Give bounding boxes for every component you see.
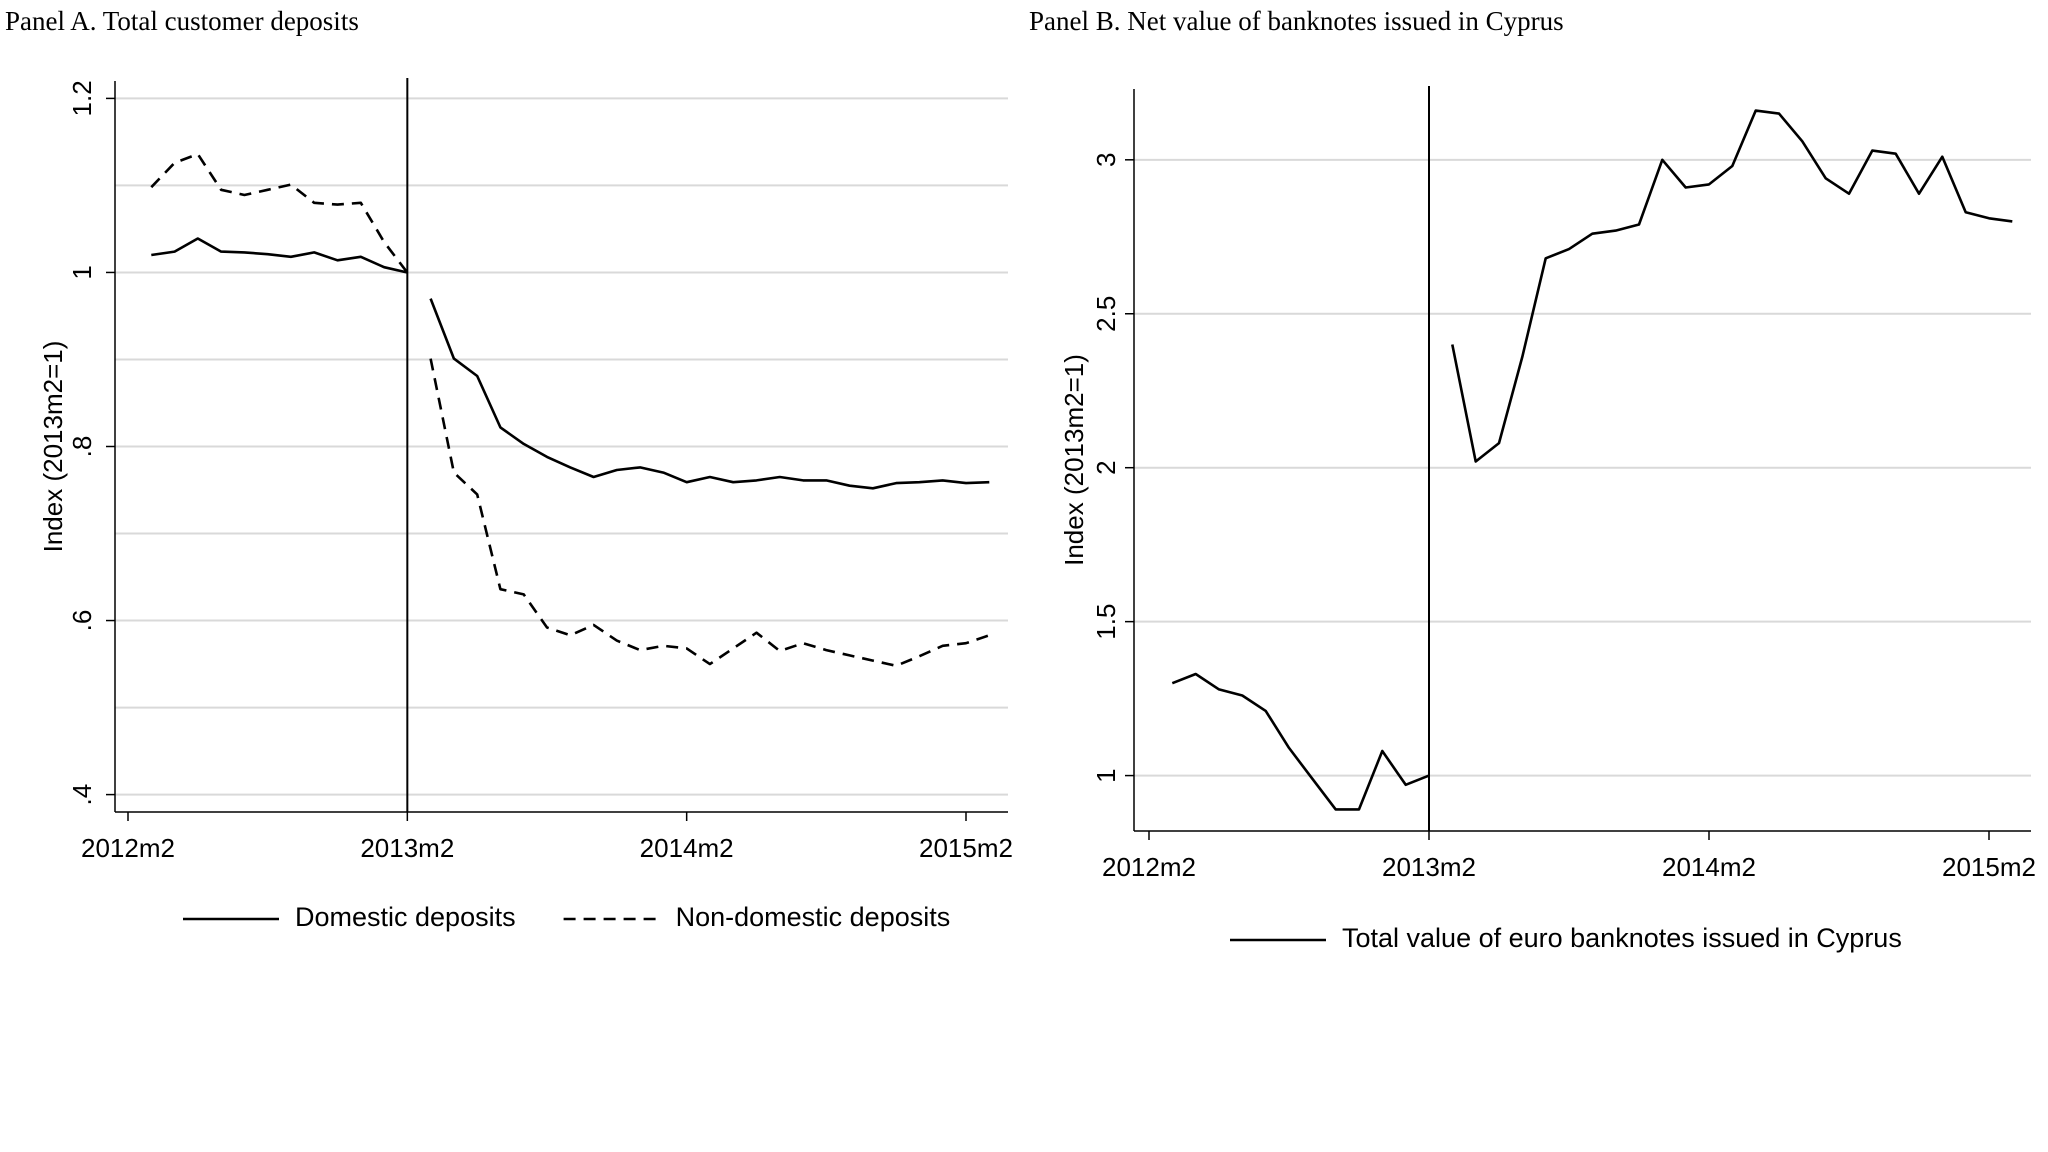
x-tick-label: 2015m2 <box>919 833 1013 863</box>
y-tick-label: .8 <box>67 436 97 458</box>
x-tick-label: 2013m2 <box>360 833 454 863</box>
y-tick-label: 1 <box>67 265 97 279</box>
y-tick-label: 3 <box>1091 153 1121 167</box>
series-line <box>429 358 990 668</box>
x-tick-label: 2012m2 <box>81 833 175 863</box>
series-line <box>1451 109 2013 463</box>
series-line <box>151 237 408 274</box>
y-tick-label: 1.2 <box>67 80 97 116</box>
y-tick-label: 1.5 <box>1091 604 1121 640</box>
series-line <box>429 298 990 490</box>
y-axis-title: Index (2013m2=1) <box>38 341 68 553</box>
y-axis-title: Index (2013m2=1) <box>1059 354 1089 566</box>
y-tick-label: 2.5 <box>1091 296 1121 332</box>
y-tick-label: 1 <box>1091 768 1121 782</box>
x-tick-label: 2013m2 <box>1382 852 1476 882</box>
panel: Panel B. Net value of banknotes issued i… <box>1029 6 2036 953</box>
x-tick-label: 2014m2 <box>1662 852 1756 882</box>
panel: Panel A. Total customer deposits .4 .6 .8 1 1… <box>5 6 1013 932</box>
x-tick-label: 2012m2 <box>1102 852 1196 882</box>
panel-title: Panel B. Net value of banknotes issued i… <box>1029 6 1564 36</box>
y-tick-label: .6 <box>67 610 97 632</box>
legend-label: Non-domestic deposits <box>676 902 951 932</box>
legend-label: Total value of euro banknotes issued in … <box>1342 923 1902 953</box>
series-line <box>150 152 409 274</box>
y-tick-label: .4 <box>67 784 97 806</box>
panel-title: Panel A. Total customer deposits <box>5 6 359 36</box>
x-tick-label: 2014m2 <box>640 833 734 863</box>
x-tick-label: 2015m2 <box>1942 852 2036 882</box>
series-line <box>1171 672 1430 811</box>
legend-label: Domestic deposits <box>295 902 516 932</box>
y-tick-label: 2 <box>1091 460 1121 474</box>
